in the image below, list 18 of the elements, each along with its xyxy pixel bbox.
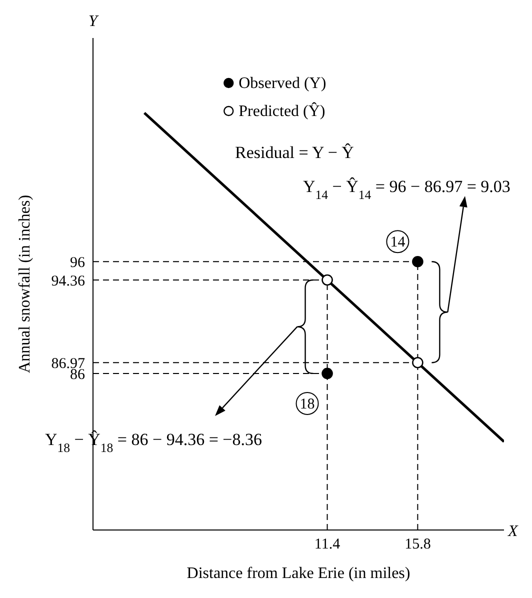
y-axis-title: Annual snowfall (in inches) bbox=[16, 194, 34, 374]
x-tick-label: 15.8 bbox=[404, 536, 431, 553]
legend-label: Predicted (Ŷ) bbox=[238, 102, 326, 120]
point bbox=[322, 274, 333, 286]
y-tick-label: 94.36 bbox=[51, 273, 86, 290]
legend-label: Observed (Y) bbox=[238, 75, 326, 92]
annotation: 18 bbox=[300, 396, 315, 412]
point bbox=[322, 368, 333, 380]
y-tick-label: 96 bbox=[70, 254, 86, 271]
annotation: Y$_{14}$ − Ŷ$_{14}$ = 96 − 86.97 = 9.03 bbox=[303, 177, 510, 202]
text: Y bbox=[88, 13, 100, 30]
x-tick-label: 11.4 bbox=[314, 536, 341, 553]
text: X bbox=[507, 523, 519, 540]
point bbox=[412, 256, 424, 268]
x-axis-title: Distance from Lake Erie (in miles) bbox=[186, 565, 410, 582]
point bbox=[412, 356, 424, 368]
annotation: 14 bbox=[390, 234, 406, 251]
annotation: Residual = Y − Ŷ bbox=[235, 143, 354, 162]
